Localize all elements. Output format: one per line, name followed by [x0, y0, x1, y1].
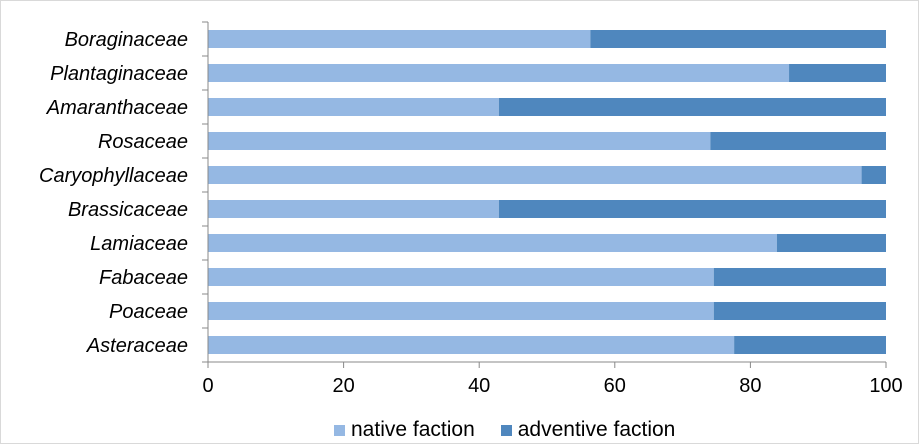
bar-adventive-poaceae [713, 302, 886, 320]
x-tick-label: 60 [604, 375, 626, 397]
legend-item-native: native faction [334, 418, 475, 442]
y-tick-label: Caryophyllaceae [39, 165, 188, 187]
bar-adventive-brassicaceae [498, 200, 886, 218]
bar-native-rosaceae [208, 132, 711, 150]
y-tick-label: Rosaceae [98, 131, 188, 153]
y-tick-label: Amaranthaceae [46, 97, 188, 119]
legend-label-native: native faction [351, 418, 475, 441]
x-tick-label: 80 [739, 375, 761, 397]
bar-native-asteraceae [208, 336, 735, 354]
bar-adventive-caryophyllaceae [861, 166, 886, 184]
bar-adventive-amaranthaceae [498, 98, 886, 116]
bar-adventive-asteraceae [734, 336, 886, 354]
y-tick-label: Asteraceae [86, 335, 188, 357]
bar-native-amaranthaceae [208, 98, 499, 116]
bar-adventive-rosaceae [710, 132, 886, 150]
y-tick-label: Plantaginaceae [50, 63, 188, 85]
legend: native faction adventive faction [334, 418, 675, 442]
y-tick-label: Boraginaceae [65, 29, 188, 51]
bar-native-fabaceae [208, 268, 714, 286]
bar-adventive-fabaceae [713, 268, 886, 286]
legend-label-adventive: adventive faction [517, 418, 676, 441]
x-tick-label: 40 [468, 375, 490, 397]
bar-native-lamiaceae [208, 234, 777, 252]
legend-swatch-native [334, 424, 345, 436]
legend-swatch-adventive [500, 424, 512, 436]
x-tick-label: 0 [202, 375, 213, 397]
x-tick-label: 20 [332, 375, 354, 397]
bar-native-poaceae [208, 302, 714, 320]
bar-adventive-lamiaceae [776, 234, 886, 252]
bar-native-boraginaceae [208, 30, 591, 48]
bar-adventive-boraginaceae [590, 30, 886, 48]
y-tick-label: Brassicaceae [68, 199, 188, 221]
x-tick-label: 100 [869, 375, 902, 397]
legend-item-adventive: adventive faction [500, 418, 676, 442]
y-tick-label: Poaceae [109, 301, 188, 323]
bar-native-brassicaceae [208, 200, 499, 218]
bar-native-plantaginaceae [208, 64, 790, 82]
bar-native-caryophyllaceae [208, 166, 862, 184]
y-tick-label: Lamiaceae [90, 233, 188, 255]
bar-adventive-plantaginaceae [789, 64, 886, 82]
y-tick-label: Fabaceae [99, 267, 188, 289]
